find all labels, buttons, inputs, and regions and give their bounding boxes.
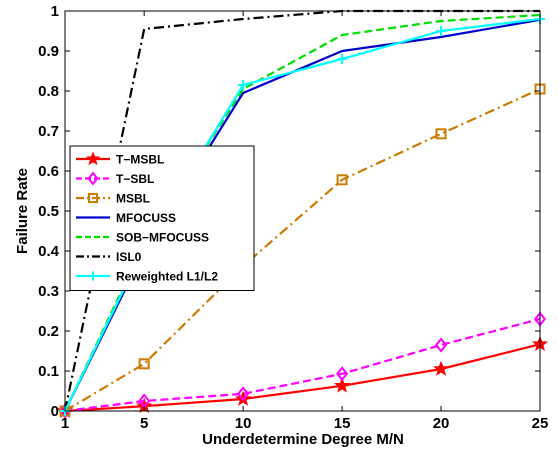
legend-entry: MFOCUSS [76,211,176,225]
data-point [334,377,351,393]
y-tick-label: 1 [51,3,59,20]
data-point [337,54,348,64]
series-line [64,343,541,413]
legend-entry: Reweighted L1/L2 [76,270,218,284]
series-line [64,13,541,412]
y-axis-label: Failure Rate [14,168,31,254]
y-tick-label: 0.4 [38,243,60,260]
legend-label: Reweighted L1/L2 [116,270,218,284]
y-tick-label: 0 [51,403,59,420]
y-tick-label: 0.7 [38,123,59,140]
x-tick-label: 1 [61,415,69,432]
legend-label: MFOCUSS [116,211,176,225]
data-point [238,80,249,90]
legend-marker [87,192,99,204]
y-tick-label: 0.1 [38,363,59,380]
x-tick-label: 5 [140,415,148,432]
legend-marker [85,151,101,166]
data-point [436,26,447,36]
data-point [336,366,349,382]
legend-label: SOB−MFOCUSS [116,231,209,245]
series-line [64,87,541,412]
legend-entry: MSBL [76,192,150,206]
x-tick-label: 20 [433,415,450,432]
legend-marker [88,271,98,281]
data-point [336,174,348,186]
data-point [435,128,447,140]
legend-entry: SOB−MFOCUSS [76,231,209,245]
legend-entry: ISL0 [76,250,142,264]
x-axis-label: Underdetermine Degree M/N [202,431,404,448]
legend-marker [87,171,99,186]
legend-entry: T−SBL [76,171,154,186]
x-tick-label: 25 [532,415,549,432]
y-tick-label: 0.3 [38,283,59,300]
x-tick-label: 10 [235,415,252,432]
legend: T−MSBL T−SBL MSBL MFOCUSS SOB−MFOCUSS ISL0 Rew… [69,145,255,291]
data-point [433,360,450,376]
y-tick-label: 0.9 [38,43,59,60]
legend-label: MSBL [116,192,150,206]
series-4 [64,13,541,412]
series-line [64,317,541,413]
legend-label: T−MSBL [116,153,164,167]
data-point [434,337,448,353]
legend-label: ISL0 [116,250,142,264]
y-tick-label: 0.2 [38,323,59,340]
x-tick-label: 15 [334,415,351,432]
legend-label: T−SBL [116,172,154,186]
legend-entry: T−MSBL [76,151,164,167]
data-point [138,358,150,370]
data-point [237,386,250,402]
y-tick-label: 0.8 [38,83,59,100]
y-tick-label: 0.6 [38,163,59,180]
y-tick-label: 0.5 [38,203,59,220]
